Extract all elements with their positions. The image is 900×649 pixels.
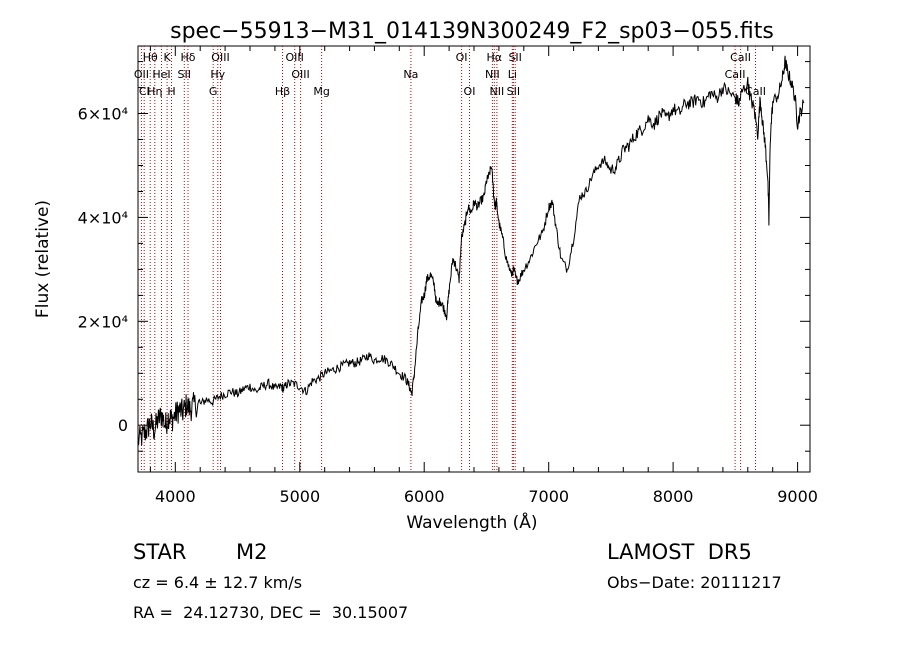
line-label-13: OIII: [286, 51, 304, 64]
plot-frame: [137, 45, 811, 473]
coordinates: RA = 24.12730, DEC = 30.15007: [133, 603, 409, 622]
line-label-21: NII: [485, 68, 500, 81]
line-label-5: K: [163, 51, 171, 64]
x-axis-label: Wavelength (Å): [406, 511, 537, 533]
line-label-24: SII: [507, 85, 520, 98]
x-tick-label-0: 4000: [155, 487, 196, 506]
line-label-17: OI: [456, 51, 468, 64]
chart-title: spec−55913−M31_014139N300249_F2_sp03−055…: [170, 19, 774, 44]
line-label-26: CaII: [725, 68, 746, 81]
line-label-6: H: [167, 85, 175, 98]
line-label-9: OIII: [211, 51, 229, 64]
line-label-8: Hδ: [180, 51, 195, 64]
object-subclass: M2: [236, 540, 268, 564]
y-tick-label-3: 6×10⁴: [78, 105, 128, 124]
survey-name: LAMOST DR5: [607, 540, 752, 564]
line-label-3: Hη: [147, 85, 162, 98]
line-label-2: Cl: [139, 85, 150, 98]
line-label-4: HeI: [152, 68, 170, 81]
line-label-23: NII: [490, 85, 505, 98]
y-tick-label-0: 0: [118, 416, 128, 435]
y-tick-label-1: 2×10⁴: [78, 312, 128, 331]
spectrum-line: [137, 55, 805, 446]
object-class: STAR: [133, 540, 187, 564]
redshift-text: cz = 6.4 ± 12.7 km/s: [133, 573, 303, 592]
x-tick-label-1: 5000: [279, 487, 320, 506]
line-label-12: Hβ: [275, 85, 290, 98]
line-label-11: G: [209, 85, 218, 98]
line-label-15: Mg: [313, 85, 329, 98]
line-label-16: Na: [403, 68, 418, 81]
y-axis-label: Flux (relative): [33, 200, 53, 318]
x-tick-label-2: 6000: [404, 487, 445, 506]
line-label-18: OI: [464, 85, 476, 98]
line-label-1: OII: [134, 68, 149, 81]
y-tick-label-2: 4×10⁴: [78, 208, 128, 227]
y-axis-ticks: 0 2×10⁴ 4×10⁴ 6×10⁴: [78, 61, 810, 452]
line-label-10: Hγ: [210, 68, 225, 81]
x-tick-label-5: 9000: [777, 487, 818, 506]
line-label-22: Li: [508, 68, 517, 81]
x-tick-label-4: 8000: [653, 487, 694, 506]
line-label-19: Hα: [487, 51, 503, 64]
x-axis-ticks: 4000 5000 6000 7000 8000 9000: [149, 46, 818, 506]
x-tick-label-3: 7000: [528, 487, 569, 506]
line-label-14: OIII: [291, 68, 309, 81]
line-label-25: CaII: [730, 51, 751, 64]
observation-date: Obs−Date: 20111217: [607, 573, 782, 592]
line-label-7: SII: [178, 68, 191, 81]
line-label-0: Hθ: [143, 51, 158, 64]
line-label-20: SII: [508, 51, 521, 64]
